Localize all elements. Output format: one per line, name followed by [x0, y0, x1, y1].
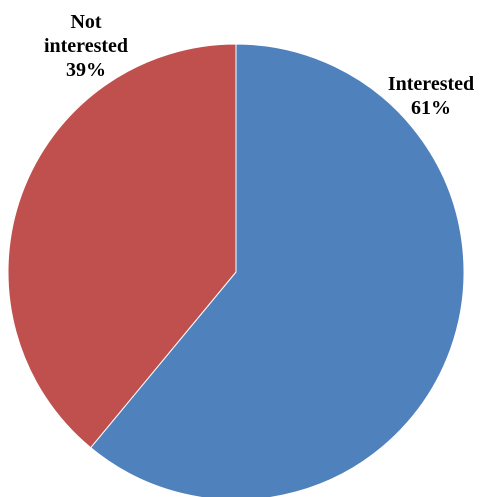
slice-label-not-interested-percent: 39%: [66, 59, 106, 81]
slice-label-not-interested-line2: interested: [43, 35, 129, 57]
slice-label-interested: Interested 61%: [370, 72, 492, 120]
slice-label-not-interested-line1: Not: [70, 11, 102, 33]
pie-slice-interested: [89, 43, 465, 497]
pie-slices: [7, 43, 465, 497]
pie-slice-not-interested: [7, 43, 237, 449]
slice-label-interested-name: Interested: [387, 73, 475, 95]
slice-label-interested-percent: 61%: [411, 97, 451, 119]
slice-label-not-interested: Not interested 39%: [24, 10, 148, 82]
